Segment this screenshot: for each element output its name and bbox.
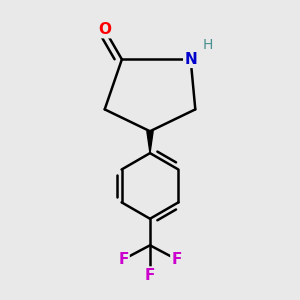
Text: N: N — [184, 52, 197, 67]
Text: H: H — [202, 38, 213, 52]
Text: O: O — [98, 22, 111, 37]
Text: F: F — [171, 252, 182, 267]
Text: F: F — [118, 252, 129, 267]
Text: F: F — [145, 268, 155, 283]
Polygon shape — [147, 131, 153, 153]
